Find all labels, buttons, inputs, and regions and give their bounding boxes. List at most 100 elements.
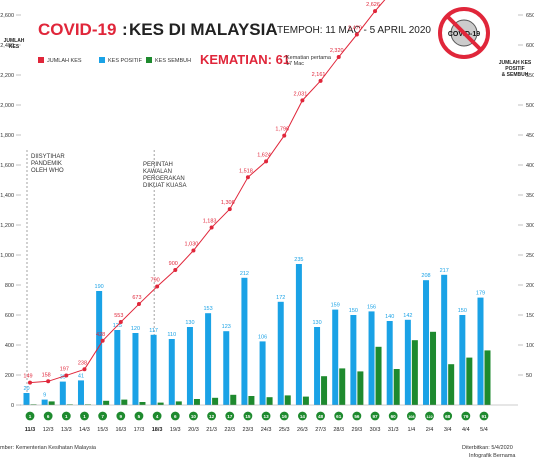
positive-bar: [259, 341, 266, 405]
right-tick-label: 250: [526, 253, 534, 259]
recovered-count-label: 48: [318, 414, 324, 419]
x-tick-label: 2/4: [426, 427, 434, 433]
recovered-count-label: 10: [191, 414, 197, 419]
recovered-count-label: 1: [29, 414, 32, 419]
recovered-count-label: 6: [174, 414, 177, 419]
positive-bar: [77, 380, 84, 405]
deaths-label: KEMATIAN: 61: [200, 52, 290, 67]
title-main: KES DI MALAYSIA: [129, 20, 278, 39]
footer: mber: Kementerian Kesihatan Malaysia Dit…: [0, 445, 516, 459]
positive-value-label: 179: [476, 291, 485, 297]
right-tick-label: 100: [526, 343, 534, 349]
recovered-count-label: 1: [83, 414, 86, 419]
positive-bar: [41, 399, 48, 405]
no-virus-icon: COVID-19: [438, 7, 490, 59]
recovered-bar: [175, 401, 182, 405]
positive-bar: [314, 327, 321, 405]
recovered-count-label: 9: [120, 414, 123, 419]
x-tick-label: 12/3: [43, 427, 54, 433]
total-value-label: 2,470: [348, 26, 362, 32]
total-value-label: 790: [151, 278, 160, 284]
legend-positive: KES POSITIF: [108, 58, 143, 64]
total-cases-point: [373, 9, 378, 14]
recovered-bar: [266, 397, 273, 405]
total-value-label: 2,626: [366, 2, 380, 8]
left-tick-label: 1,600: [0, 163, 14, 169]
mco-label-4: DIKUAT KUASA: [143, 183, 186, 189]
total-value-label: 238: [78, 360, 87, 366]
left-tick-label: 1,200: [0, 223, 14, 229]
right-tick-label: 600: [526, 43, 534, 49]
x-tick-label: 21/3: [206, 427, 217, 433]
total-value-label: 149: [23, 374, 32, 380]
positive-value-label: 140: [385, 314, 394, 320]
total-value-label: 1,624: [257, 152, 271, 158]
positive-bar: [459, 315, 466, 405]
x-tick-label: 26/3: [297, 427, 308, 433]
positive-value-label: 212: [240, 271, 249, 277]
recovered-count-label: 56: [354, 414, 360, 419]
recovered-count-badge: [225, 411, 235, 421]
recovered-count-badge: [43, 411, 53, 421]
right-tick-label: 200: [526, 283, 534, 289]
left-tick-label: 1,000: [0, 253, 14, 259]
total-cases-point: [264, 159, 269, 164]
legend-recovered: KES SEMBUH: [155, 58, 191, 64]
x-tick-label: 14/3: [79, 427, 90, 433]
recovered-count-badge: [352, 411, 362, 421]
recovered-count-label: 4: [156, 414, 159, 419]
mco-label-1: PERINTAH: [143, 162, 173, 168]
recovered-count-badge: [479, 411, 489, 421]
title-covid: COVID-19: [38, 20, 116, 39]
right-tick-label: 150: [526, 313, 534, 319]
total-cases-point: [245, 175, 250, 180]
positive-bar: [423, 280, 430, 405]
x-tick-label: 3/4: [444, 427, 452, 433]
left-tick-label: 2,000: [0, 103, 14, 109]
recovered-count-label: 17: [227, 414, 233, 419]
left-tick-label: 2,200: [0, 73, 14, 79]
positive-bar: [186, 327, 193, 405]
recovered-count-badge: [334, 411, 344, 421]
total-value-label: 2,031: [294, 91, 308, 97]
mco-label-2: KAWALAN: [143, 169, 172, 175]
right-tick-label: 400: [526, 163, 534, 169]
recovered-count-badge: [388, 411, 398, 421]
recovered-count-badge: [406, 411, 416, 421]
recovered-bar: [48, 401, 55, 405]
positive-value-label: 235: [294, 257, 303, 263]
total-cases-point: [136, 302, 141, 307]
recovered-count-label: 12: [209, 414, 215, 419]
positive-bar: [404, 319, 411, 405]
recovered-count-label: 61: [336, 414, 342, 419]
total-value-label: 197: [60, 366, 69, 372]
legend-total: JUMLAH KES: [47, 58, 82, 64]
title-colon: :: [122, 20, 128, 39]
positive-bar: [205, 313, 212, 405]
recovered-bar: [157, 402, 164, 405]
period-text: TEMPOH: 11 MAC - 5 APRIL 2020: [277, 25, 431, 36]
x-tick-label: 30/3: [370, 427, 381, 433]
x-tick-label: 11/3: [25, 427, 35, 433]
total-value-label: 2,161: [312, 72, 326, 78]
positive-bar: [132, 333, 139, 405]
positive-bar: [332, 309, 339, 405]
total-cases-point: [155, 284, 160, 289]
recovered-bar: [103, 400, 110, 405]
left-tick-label: 800: [5, 283, 14, 289]
recovered-count-badge: [207, 411, 217, 421]
total-cases-point: [64, 373, 69, 378]
positive-bar: [168, 339, 175, 405]
positive-bar: [223, 331, 230, 405]
legend: JUMLAH KES KES POSITIF KES SEMBUH: [38, 57, 191, 64]
total-value-label: 1,030: [185, 242, 199, 248]
recovered-bar: [302, 396, 309, 405]
positive-bar: [241, 277, 248, 405]
total-value-label: 673: [132, 295, 141, 301]
x-tick-label: 29/3: [352, 427, 363, 433]
deaths-note-1: Kematian pertama: [286, 55, 332, 61]
total-cases-point: [82, 367, 87, 372]
recovered-bar: [193, 399, 200, 405]
positive-value-label: 41: [78, 373, 84, 379]
total-cases-point: [354, 32, 359, 37]
